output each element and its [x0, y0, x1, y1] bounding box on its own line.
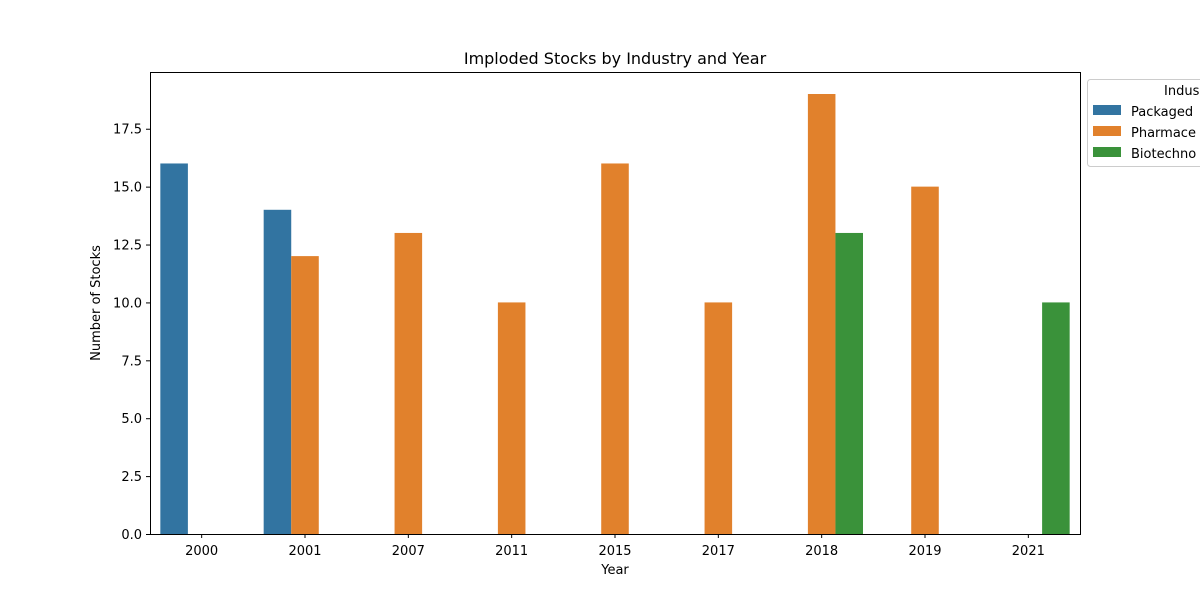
y-tick-label: 17.5 [113, 123, 142, 138]
y-axis-label: Number of Stocks [89, 245, 104, 361]
chart-title: Imploded Stocks by Industry and Year [464, 49, 767, 68]
x-axis-label: Year [600, 563, 629, 578]
legend-swatch-packaged [1093, 105, 1121, 115]
bar-pharmace-2019 [911, 186, 939, 534]
legend-swatch-pharmace [1093, 126, 1121, 136]
bar-packaged-2001 [263, 209, 292, 535]
x-tick-label: 2017 [702, 544, 735, 559]
legend-title: Indus [1164, 84, 1200, 99]
y-tick-label: 7.5 [121, 354, 142, 369]
y-axis-ticks: 0.0 2.5 5.0 7.5 10.0 12.5 15.0 17.5 [113, 123, 150, 543]
bar-pharmace-2001 [291, 256, 319, 534]
x-axis-ticks: 2000 2001 2007 2011 2015 2017 2018 2019 2021 [185, 534, 1045, 559]
bar-pharmace-2015 [601, 163, 629, 534]
bar-pharmace-2007 [394, 232, 423, 534]
bar-pharmace-2017 [704, 302, 733, 534]
legend-box [1087, 79, 1200, 167]
y-tick-label: 12.5 [113, 239, 142, 254]
bar-packaged-2000 [160, 163, 188, 534]
y-tick-label: 2.5 [121, 470, 142, 485]
y-tick-label: 15.0 [113, 181, 142, 196]
legend-swatch-biotechno [1093, 147, 1121, 157]
x-tick-label: 2019 [908, 544, 941, 559]
x-tick-label: 2001 [288, 544, 321, 559]
bar-biotechno-2021 [1042, 302, 1070, 534]
legend-label-biotechno: Biotechno [1131, 147, 1196, 162]
x-tick-label: 2021 [1012, 544, 1045, 559]
x-tick-label: 2018 [805, 544, 838, 559]
y-tick-label: 10.0 [113, 296, 142, 311]
x-tick-label: 2015 [598, 544, 631, 559]
x-tick-label: 2011 [495, 544, 528, 559]
legend-label-packaged: Packaged [1131, 105, 1193, 120]
y-tick-label: 0.0 [121, 528, 142, 543]
bar-pharmace-2018 [807, 94, 836, 534]
x-tick-label: 2000 [185, 544, 218, 559]
x-tick-label: 2007 [392, 544, 425, 559]
y-tick-label: 5.0 [121, 412, 142, 427]
legend-label-pharmace: Pharmace [1131, 126, 1196, 141]
bar-biotechno-2018 [835, 232, 863, 534]
bar-pharmace-2011 [497, 302, 526, 534]
legend: Indus Packaged Pharmace Biotechno [1087, 79, 1200, 167]
bars-group [160, 94, 1070, 535]
